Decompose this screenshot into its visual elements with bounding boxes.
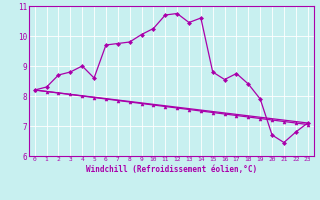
X-axis label: Windchill (Refroidissement éolien,°C): Windchill (Refroidissement éolien,°C) <box>86 165 257 174</box>
